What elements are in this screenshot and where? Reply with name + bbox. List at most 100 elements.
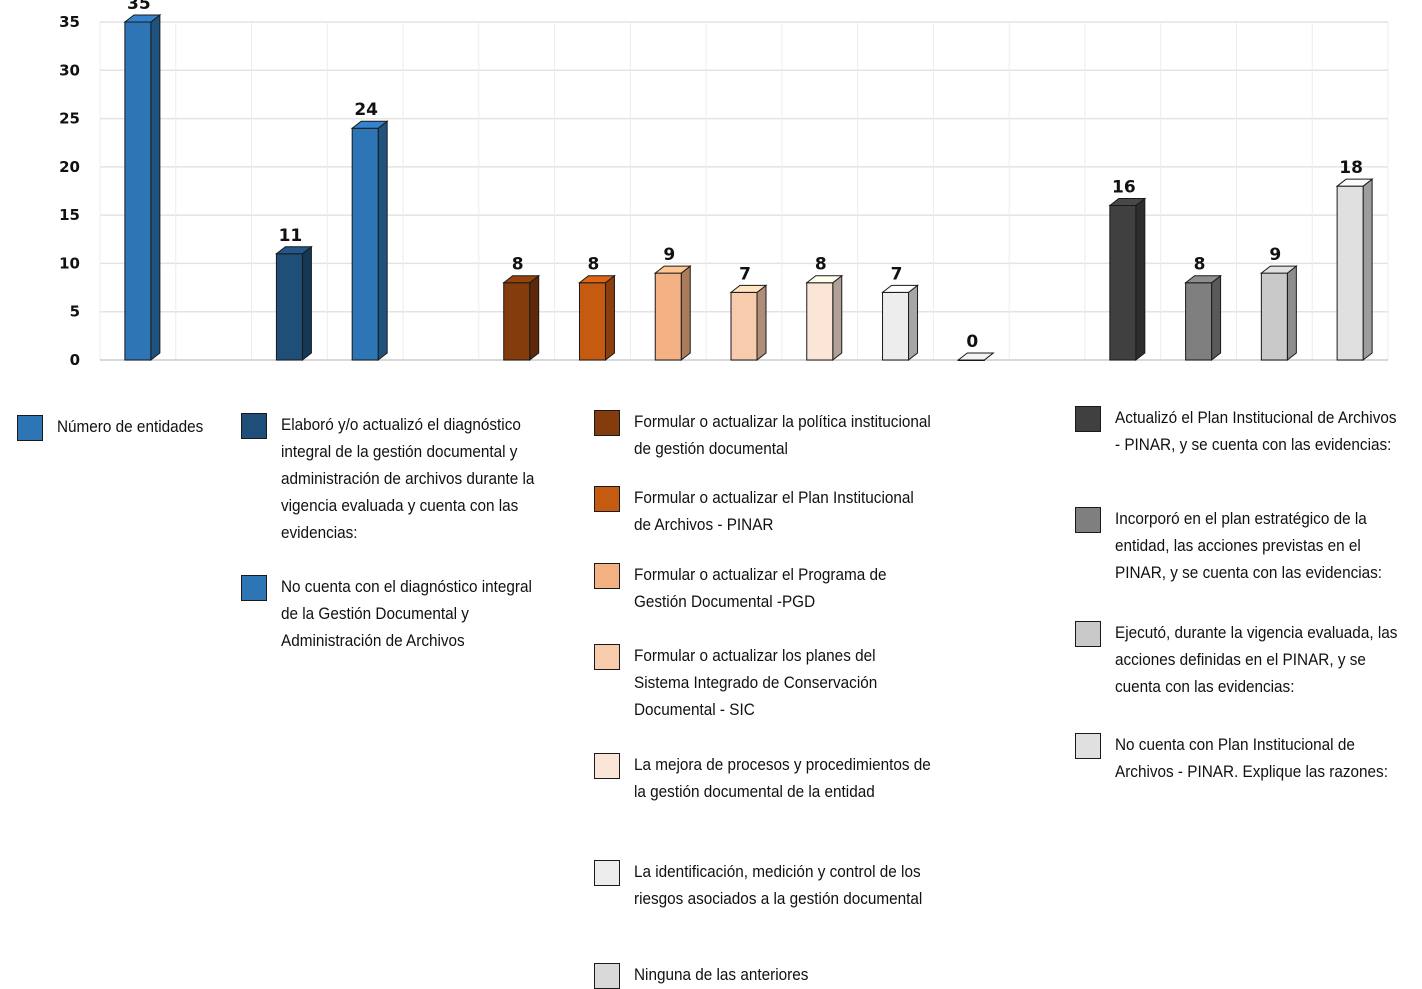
- bar-side: [1211, 274, 1222, 362]
- data-label: 7: [739, 264, 751, 284]
- bar-top: [1184, 275, 1223, 284]
- legend-swatch: [594, 563, 620, 589]
- legend-label: Ejecutó, durante la vigencia evaluada, l…: [1115, 623, 1398, 696]
- legend-item: Actualizó el Plan Institucional de Archi…: [1075, 406, 1422, 458]
- legend-item: No cuenta con el diagnóstico integral de…: [241, 575, 581, 654]
- data-label: 11: [279, 226, 303, 246]
- bar-top: [578, 275, 616, 284]
- bar-front: [1109, 204, 1137, 361]
- legend-swatch: [594, 860, 620, 886]
- legend-item: Formular o actualizar los planes del Sis…: [594, 644, 964, 723]
- legend-item: La identificación, medición y control de…: [594, 860, 964, 912]
- bar-2-1: [578, 274, 616, 362]
- legend-swatch: [594, 644, 620, 670]
- bar-side: [604, 274, 615, 362]
- bar-top: [805, 275, 844, 284]
- legend-label: Formular o actualizar la política instit…: [634, 412, 931, 458]
- legend-swatch: [594, 486, 620, 512]
- legend-item: Ninguna de las anteriores: [594, 963, 964, 989]
- bar-1-1: [350, 120, 389, 362]
- legend-label: Formular o actualizar los planes del Sis…: [634, 646, 878, 719]
- bar-front: [1185, 282, 1213, 361]
- bar-side: [756, 284, 767, 362]
- bar-chart: 0 5 10 15 20 25 30 35 35 11 24 8 8 9 7 8 7 0 16 8 9 18: [59, 0, 1389, 369]
- bar-top: [729, 284, 768, 293]
- legend-item: No cuenta con Plan Institucional de Arch…: [1075, 733, 1422, 785]
- bar-front: [503, 282, 531, 361]
- legend-swatch: [594, 753, 620, 779]
- bars: 35 11 24 8 8 9 7 8 7 0 16 8 9 18: [123, 0, 1374, 362]
- bar-side: [301, 245, 312, 362]
- bar-top: [956, 352, 995, 361]
- bar-side: [1286, 265, 1297, 362]
- bar-front: [654, 272, 682, 361]
- y-tick-label: 25: [59, 110, 80, 128]
- data-label: 24: [354, 100, 378, 120]
- data-label: 9: [1269, 245, 1281, 265]
- bar-3-2: [1259, 265, 1298, 362]
- bar-side: [1135, 197, 1146, 362]
- bar-2-0: [502, 274, 541, 362]
- legend-item: Incorporó en el plan estratégico de la e…: [1075, 507, 1422, 586]
- bar-front: [1336, 185, 1364, 361]
- data-label: 8: [1194, 255, 1206, 275]
- bar-front: [1260, 272, 1288, 361]
- y-tick-label: 20: [59, 158, 80, 176]
- legend-label: Número de entidades: [57, 417, 204, 436]
- bar-side: [377, 120, 388, 362]
- legend-label: Elaboró y/o actualizó el diagnóstico int…: [281, 415, 535, 542]
- data-label: 16: [1112, 177, 1136, 197]
- legend-item: Ejecutó, durante la vigencia evaluada, l…: [1075, 621, 1422, 700]
- y-tick-label: 0: [70, 351, 80, 369]
- bar-2-4: [805, 274, 844, 362]
- bar-0-0: [123, 13, 162, 362]
- legend-label: La identificación, medición y control de…: [634, 862, 923, 908]
- y-tick-label: 30: [59, 61, 80, 79]
- legend-label: Actualizó el Plan Institucional de Archi…: [1115, 408, 1397, 454]
- legend-item: La mejora de procesos y procedimientos d…: [594, 753, 964, 805]
- bar-top: [653, 265, 692, 274]
- legend-label: Formular o actualizar el Plan Institucio…: [634, 488, 914, 534]
- bar-2-5: [881, 284, 919, 362]
- y-tick-label: 5: [70, 303, 80, 321]
- data-label: 7: [891, 264, 903, 284]
- bar-front: [351, 127, 379, 361]
- legend-label: No cuenta con Plan Institucional de Arch…: [1115, 735, 1388, 781]
- bar-2-2: [653, 265, 692, 362]
- legend-item: Elaboró y/o actualizó el diagnóstico int…: [241, 413, 581, 546]
- legend-label: Ninguna de las anteriores: [634, 965, 809, 984]
- legend-label: Incorporó en el plan estratégico de la e…: [1115, 509, 1383, 582]
- bar-2-3: [729, 284, 768, 362]
- bar-top: [1259, 265, 1298, 274]
- legend-item: Formular o actualizar la política instit…: [594, 410, 964, 462]
- y-axis: 0 5 10 15 20 25 30 35: [59, 13, 80, 369]
- data-label: 8: [815, 255, 827, 275]
- legend-item: Formular o actualizar el Programa de Ges…: [594, 563, 964, 615]
- legend-swatch: [17, 415, 43, 441]
- bar-side: [908, 284, 919, 362]
- bar-side: [680, 265, 691, 362]
- bar-1-0: [274, 245, 313, 362]
- bar-top: [123, 14, 162, 23]
- bar-side: [832, 274, 843, 362]
- legend-swatch: [594, 963, 620, 989]
- legend-swatch: [1075, 507, 1101, 533]
- data-label: 9: [663, 245, 675, 265]
- legend-label: No cuenta con el diagnóstico integral de…: [281, 577, 532, 650]
- bar-side: [529, 274, 540, 362]
- legend-label: Formular o actualizar el Programa de Ges…: [634, 565, 887, 611]
- bar-front: [275, 253, 303, 361]
- bar-top: [1108, 197, 1147, 206]
- bar-side: [1362, 178, 1373, 362]
- bar-top: [274, 246, 313, 255]
- legend-swatch: [241, 413, 267, 439]
- bar-top: [502, 275, 541, 284]
- legend-item: Número de entidades: [17, 415, 257, 441]
- bar-front: [578, 282, 606, 361]
- legend-swatch: [1075, 733, 1101, 759]
- bar-front: [882, 291, 910, 361]
- data-label: 8: [512, 255, 524, 275]
- data-label: 18: [1339, 158, 1363, 178]
- legend-item: Formular o actualizar el Plan Institucio…: [594, 486, 964, 538]
- legend-swatch: [241, 575, 267, 601]
